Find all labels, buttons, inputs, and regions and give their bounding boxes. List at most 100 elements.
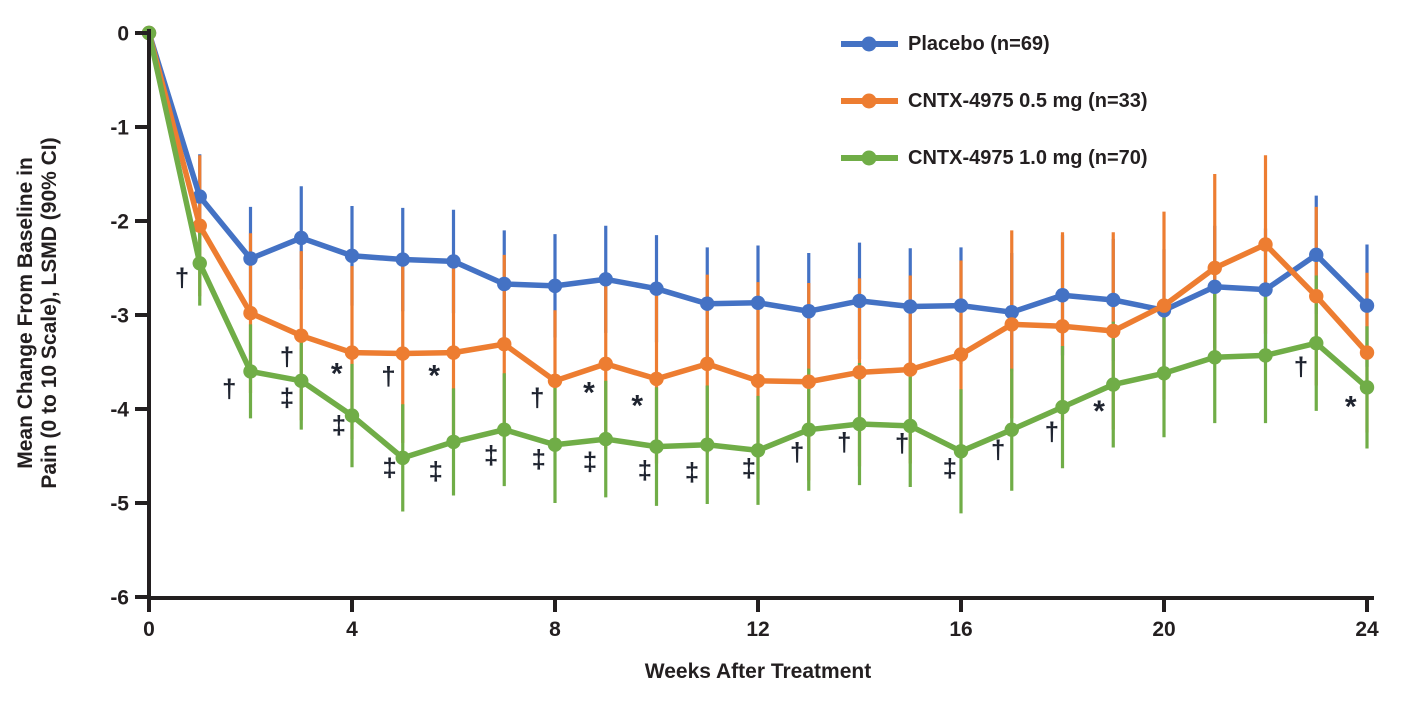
data-point-marker	[344, 345, 360, 360]
data-point-marker	[598, 272, 613, 287]
data-point-marker	[1004, 422, 1019, 437]
annotation-symbol: ‡	[685, 457, 699, 487]
annotation-symbol: ‡	[382, 452, 396, 482]
annotation-symbol: †	[895, 428, 909, 458]
x-tick-label: 0	[143, 618, 155, 641]
legend-marker-icon	[861, 93, 877, 109]
data-point-marker	[953, 347, 969, 362]
data-point-marker	[547, 278, 563, 294]
annotation-symbol: †	[222, 373, 236, 403]
y-tick-label: -4	[110, 399, 129, 422]
data-point-marker	[852, 416, 867, 432]
data-point-marker	[1207, 350, 1222, 365]
x-tick-label: 4	[346, 618, 358, 641]
annotation-symbol: *	[428, 359, 440, 392]
data-point-marker	[598, 356, 613, 372]
annotation-symbol: †	[381, 361, 395, 391]
data-point-marker	[649, 439, 664, 454]
annotation-symbol: ‡	[429, 456, 443, 486]
y-axis-title-line2: Pain (0 to 10 Scale), LSMD (90% CI)	[38, 137, 61, 488]
data-point-marker	[1156, 298, 1172, 313]
data-point-marker	[192, 218, 207, 233]
legend-marker-icon	[861, 150, 877, 166]
data-point-marker	[243, 251, 258, 266]
legend-label-placebo: Placebo (n=69)	[908, 33, 1050, 55]
annotation-symbol: †	[837, 427, 851, 457]
legend-marker-icon	[861, 36, 877, 52]
data-point-marker	[395, 252, 410, 267]
data-point-marker	[1106, 292, 1121, 308]
data-point-marker	[243, 364, 258, 379]
annotation-symbol: ‡	[943, 453, 957, 483]
data-point-marker	[294, 328, 309, 343]
annotation-symbol: *	[583, 376, 595, 409]
y-tick-label: -5	[110, 493, 129, 516]
annotation-symbol: ‡	[742, 453, 756, 483]
data-point-marker	[1359, 345, 1375, 360]
data-point-marker	[344, 408, 360, 423]
data-point-marker	[649, 281, 664, 296]
data-point-marker	[700, 437, 715, 452]
data-point-marker	[903, 362, 918, 377]
data-point-marker	[1309, 289, 1324, 304]
data-point-marker	[700, 356, 715, 372]
data-point-marker	[497, 422, 512, 437]
data-point-marker	[1106, 323, 1121, 339]
annotation-symbol: †	[991, 434, 1005, 464]
annotation-symbol: †	[280, 341, 294, 371]
legend-item-cntx-10mg: CNTX-4975 1.0 mg (n=70)	[841, 147, 1148, 169]
data-point-marker	[903, 418, 918, 434]
x-axis-title: Weeks After Treatment	[645, 660, 871, 683]
data-point-marker	[1207, 260, 1222, 276]
data-point-marker	[1258, 282, 1273, 297]
annotations-layer: † † † ‡ * ‡ † ‡ * ‡ ‡ † ‡ * ‡ * ‡ ‡ ‡ † † † ‡ † † * † *	[175, 262, 1357, 487]
y-tick-label: -3	[110, 305, 129, 328]
annotation-symbol: †	[530, 383, 544, 413]
data-point-marker	[903, 299, 918, 314]
annotation-symbol: *	[631, 390, 643, 423]
data-point-marker	[801, 304, 816, 319]
legend-item-placebo: Placebo (n=69)	[841, 33, 1050, 55]
legend-label-cntx-05mg: CNTX-4975 0.5 mg (n=33)	[908, 90, 1148, 112]
annotation-symbol: *	[1093, 395, 1105, 428]
data-point-marker	[294, 373, 309, 388]
data-point-marker	[1309, 336, 1324, 351]
annotation-symbol: †	[1045, 417, 1059, 447]
data-point-marker	[852, 365, 867, 380]
data-point-marker	[1004, 317, 1019, 332]
data-point-marker	[750, 295, 766, 310]
data-point-marker	[497, 336, 512, 352]
x-tick-label: 8	[549, 618, 561, 641]
data-point-marker	[446, 434, 461, 450]
annotation-symbol: ‡	[280, 383, 294, 413]
data-point-marker	[598, 431, 613, 447]
data-point-marker	[446, 345, 461, 360]
y-tick-label: -1	[110, 117, 129, 140]
data-point-marker	[192, 256, 207, 271]
data-point-marker	[700, 296, 715, 311]
annotation-symbol: *	[1345, 390, 1357, 423]
axes-layer: 0 -1 -2 -3 -4 -5 -6 0 4 8 12 16 20 24	[110, 23, 1379, 642]
data-point-marker	[801, 374, 816, 389]
series-layer	[141, 25, 1375, 466]
error-bars-layer	[198, 154, 1369, 514]
data-point-marker	[750, 443, 766, 458]
data-point-marker	[1359, 380, 1375, 395]
data-point-marker	[1207, 279, 1222, 294]
annotation-symbol: ‡	[583, 447, 597, 477]
data-point-marker	[344, 248, 360, 263]
annotation-symbol: ‡	[638, 455, 652, 485]
data-point-marker	[1258, 348, 1273, 363]
annotation-symbol: *	[331, 358, 343, 391]
legend: Placebo (n=69) CNTX-4975 0.5 mg (n=33) C…	[841, 33, 1148, 169]
x-tick-label: 20	[1152, 618, 1175, 641]
x-tick-label: 16	[949, 618, 972, 641]
data-point-marker	[1309, 247, 1324, 263]
y-tick-label: -6	[110, 587, 129, 610]
data-point-marker	[1055, 399, 1070, 415]
data-point-marker	[547, 373, 563, 388]
data-point-marker	[1055, 288, 1070, 303]
x-tick-label: 12	[746, 618, 769, 641]
